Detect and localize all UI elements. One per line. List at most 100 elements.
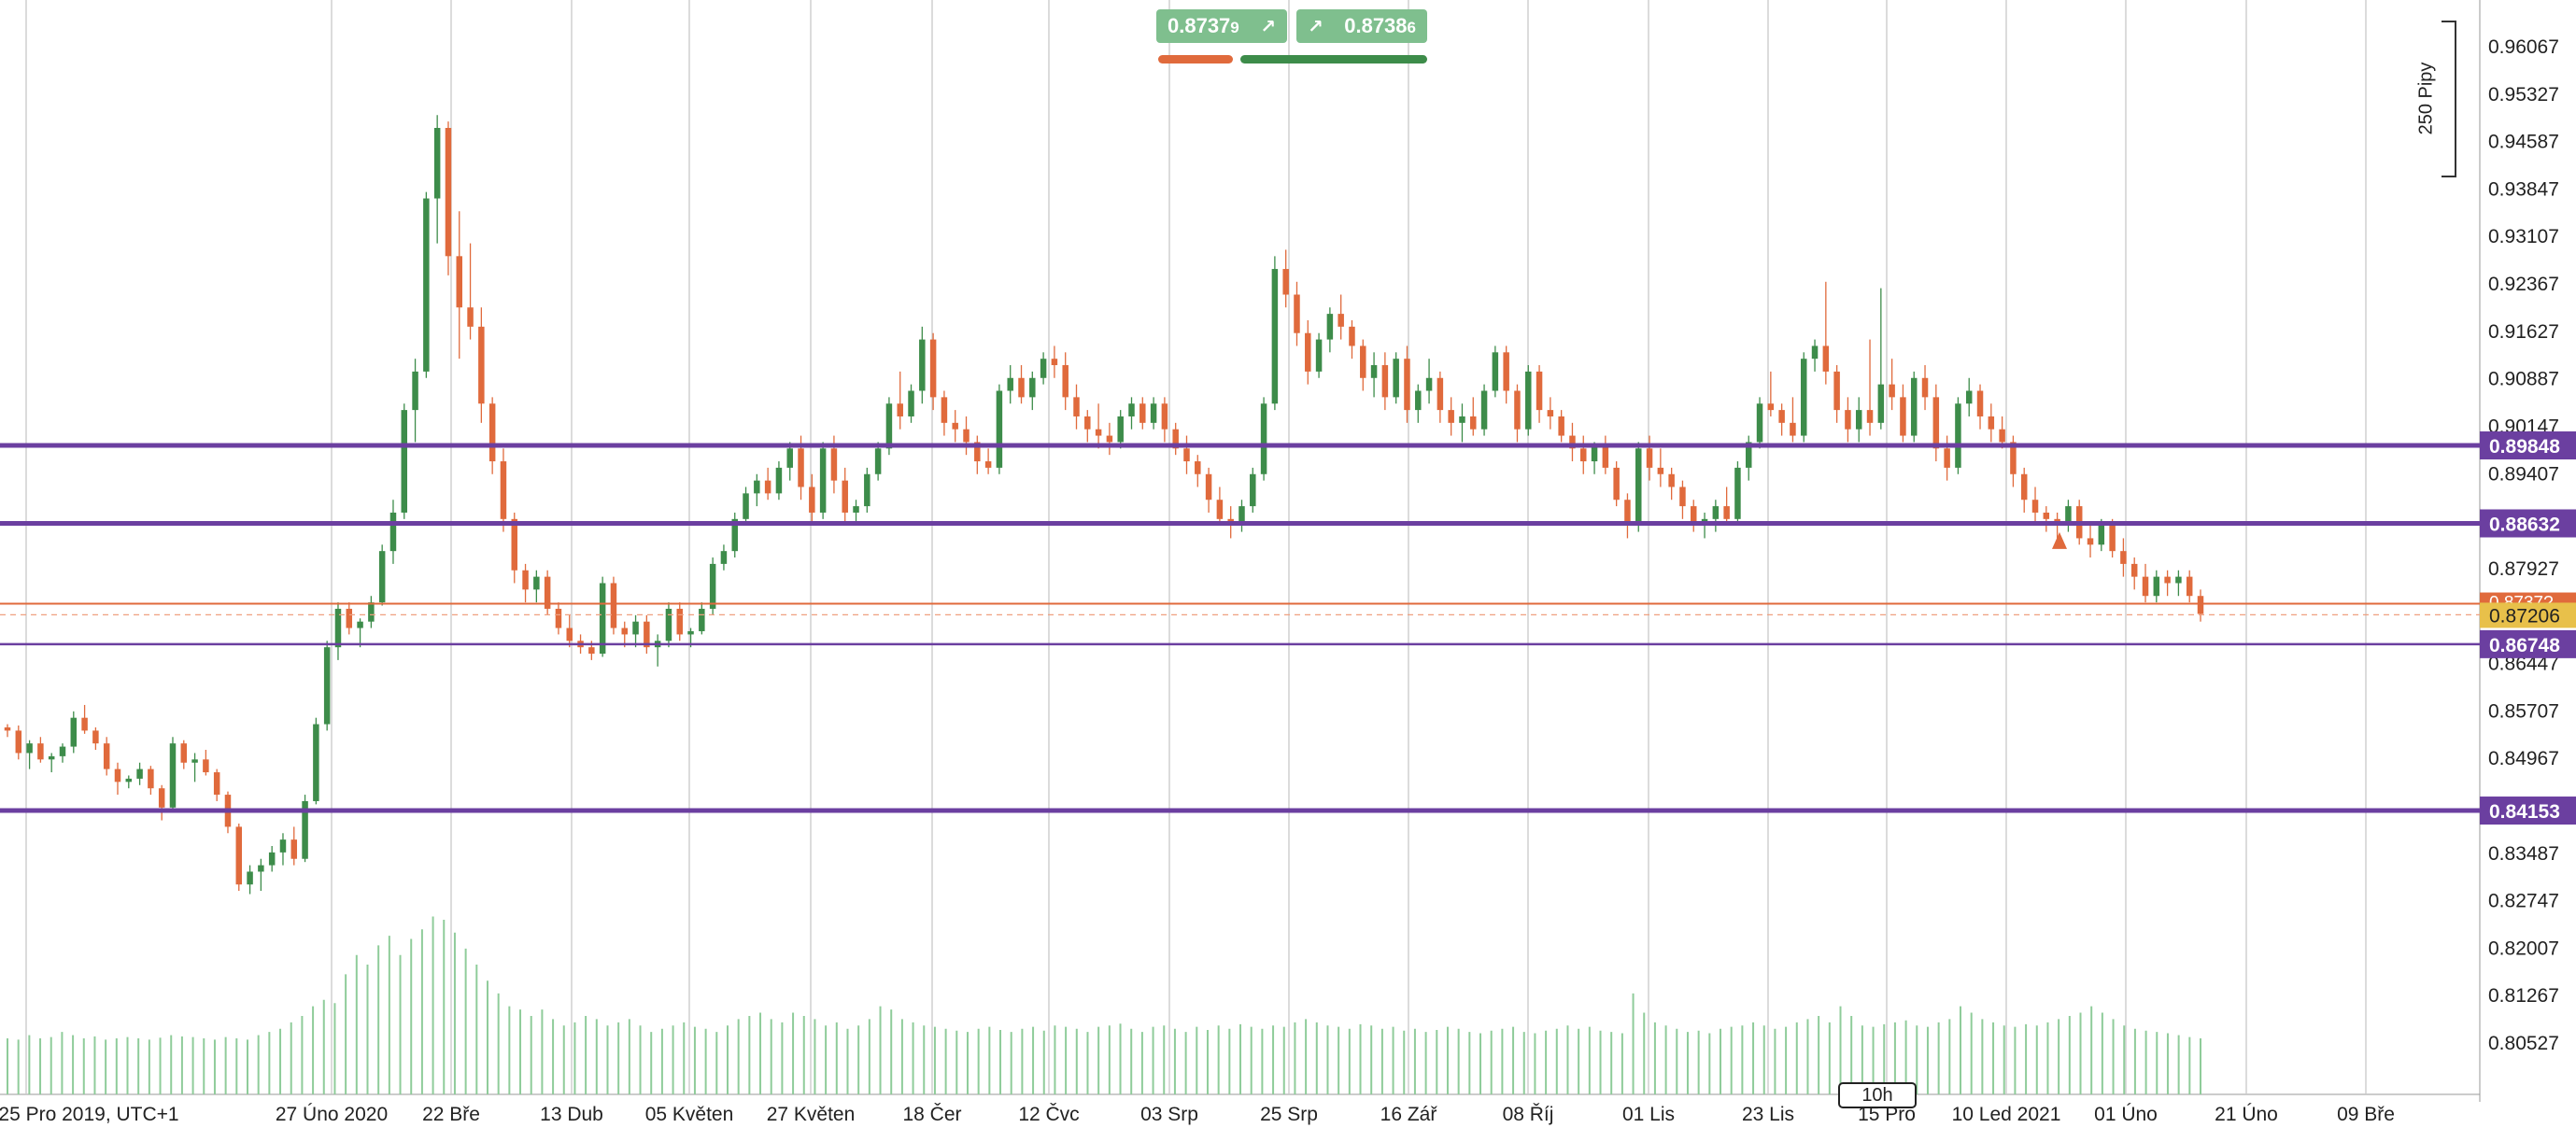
candle-body bbox=[1393, 359, 1399, 398]
candle-body bbox=[2175, 576, 2182, 584]
candle-body bbox=[1139, 403, 1146, 423]
candle-body bbox=[941, 397, 948, 423]
candle-body bbox=[1525, 371, 1532, 430]
candle-body bbox=[1117, 416, 1124, 443]
candle-body bbox=[148, 768, 154, 789]
candle-body bbox=[1800, 359, 1807, 436]
candle-body bbox=[2186, 576, 2193, 597]
candle-body bbox=[48, 755, 55, 760]
candle-body bbox=[853, 506, 859, 513]
candle-body bbox=[1955, 403, 1961, 468]
candle-body bbox=[1370, 365, 1378, 378]
candle-body bbox=[1756, 403, 1763, 443]
candle-body bbox=[323, 647, 331, 725]
candle-body bbox=[1172, 429, 1179, 449]
candle-body bbox=[897, 403, 903, 416]
candle-body bbox=[1845, 410, 1851, 430]
candle-body bbox=[1062, 365, 1069, 398]
candle-body bbox=[1646, 448, 1653, 468]
candle-body bbox=[2120, 551, 2127, 564]
candle-body bbox=[1910, 377, 1918, 436]
candle-body bbox=[445, 127, 452, 257]
candle-body bbox=[885, 403, 893, 449]
candle-body bbox=[1790, 422, 1796, 436]
candle-body bbox=[1855, 410, 1862, 430]
candle-body bbox=[1679, 486, 1686, 507]
candle-body bbox=[1216, 500, 1224, 519]
candle-body bbox=[1822, 345, 1830, 372]
candle-body bbox=[268, 852, 276, 866]
candle-body bbox=[1734, 467, 1741, 519]
candle-body bbox=[1425, 377, 1433, 391]
candle-body bbox=[1944, 448, 1950, 468]
y-tick-label: 0.95327 bbox=[2488, 84, 2559, 106]
candle-body bbox=[279, 839, 287, 853]
candle-body bbox=[720, 551, 728, 564]
candle-body bbox=[544, 576, 551, 609]
x-tick-label: 03 Srp bbox=[1140, 1104, 1198, 1125]
candle-body bbox=[1691, 506, 1697, 526]
candle-body bbox=[1624, 500, 1631, 526]
level-price-tag bbox=[2480, 629, 2576, 658]
candle-body bbox=[533, 576, 540, 590]
candle-body bbox=[203, 759, 209, 773]
candle-body bbox=[26, 743, 33, 754]
y-tick-label: 0.89407 bbox=[2488, 463, 2559, 485]
candle-body bbox=[357, 621, 363, 628]
y-tick-label: 0.84967 bbox=[2488, 748, 2559, 769]
x-tick-label: 15 Pro bbox=[1858, 1104, 1916, 1125]
level-price-tag-text: 0.86748 bbox=[2489, 635, 2560, 656]
price-tags: 0.898480.886320.867480.841530.8737?0.872… bbox=[2480, 431, 2576, 825]
candle-body bbox=[1514, 390, 1521, 430]
candle-body bbox=[2153, 576, 2160, 597]
candle-body bbox=[258, 865, 264, 872]
candle-body bbox=[1569, 435, 1576, 449]
candle-body bbox=[1238, 506, 1245, 526]
candle-body bbox=[213, 772, 220, 796]
buy-button[interactable]: ↗ 0.87386 bbox=[1296, 9, 1427, 43]
timeframe-indicator[interactable]: 10h bbox=[1838, 1082, 1917, 1108]
candle-body bbox=[235, 826, 243, 885]
candle-body bbox=[1591, 444, 1598, 462]
candle-body bbox=[500, 461, 507, 519]
candle-body bbox=[412, 371, 418, 411]
candle-body bbox=[1932, 397, 1940, 449]
candle-body bbox=[996, 390, 1003, 468]
candle-body bbox=[1271, 269, 1279, 404]
candle-body bbox=[1305, 332, 1311, 372]
x-tick-label: 27 Květen bbox=[767, 1104, 856, 1125]
candle-body bbox=[1338, 314, 1344, 327]
candle-body bbox=[478, 326, 485, 404]
candle-body bbox=[1250, 473, 1256, 507]
candle-body bbox=[1128, 403, 1135, 416]
candle-body bbox=[1161, 403, 1168, 430]
pip-ruler bbox=[2442, 21, 2456, 177]
candle-body bbox=[2065, 506, 2072, 526]
x-tick-label: 01 Úno bbox=[2094, 1104, 2158, 1125]
candle-body bbox=[1315, 339, 1323, 372]
candle-body bbox=[1635, 448, 1642, 526]
candle-body bbox=[610, 583, 617, 628]
candle-body bbox=[180, 743, 188, 763]
level-price-tag-text: 0.89848 bbox=[2489, 436, 2560, 458]
candle-body bbox=[632, 621, 639, 635]
candle-body bbox=[346, 608, 353, 628]
candle-body bbox=[687, 630, 694, 635]
y-tick-label: 0.85707 bbox=[2488, 700, 2559, 722]
candle-body bbox=[2142, 576, 2149, 597]
candle-body bbox=[15, 730, 22, 754]
x-tick-label: 16 Zář bbox=[1380, 1104, 1438, 1125]
sell-price: 0.87379 bbox=[1168, 14, 1239, 37]
candle-body bbox=[1712, 506, 1720, 519]
candle-body bbox=[1877, 384, 1885, 423]
horizontal-levels[interactable] bbox=[0, 443, 2480, 813]
y-tick-label: 0.94587 bbox=[2488, 132, 2559, 153]
sell-button[interactable]: 0.87379 ↗ bbox=[1156, 9, 1287, 43]
candle-body bbox=[1965, 390, 1973, 404]
candle-body bbox=[247, 871, 253, 885]
candle-body bbox=[2010, 442, 2017, 474]
candle-body bbox=[1866, 410, 1874, 423]
candle-body bbox=[59, 746, 66, 756]
